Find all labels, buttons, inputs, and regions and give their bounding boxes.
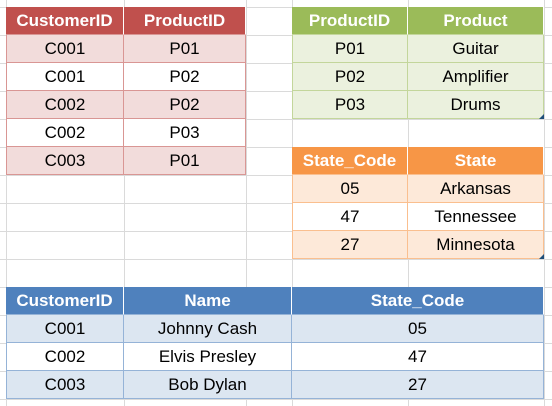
table-cell[interactable]: P01 bbox=[124, 35, 246, 63]
header-cell[interactable]: State_Code bbox=[292, 147, 408, 175]
table-cell[interactable]: C002 bbox=[6, 343, 124, 371]
table-cell[interactable]: P02 bbox=[124, 91, 246, 119]
table-cell[interactable]: P03 bbox=[124, 119, 246, 147]
table-cell[interactable]: Amplifier bbox=[408, 63, 544, 91]
table-cell[interactable]: C003 bbox=[6, 147, 124, 175]
table-resize-handle[interactable] bbox=[539, 114, 544, 119]
header-cell[interactable]: ProductID bbox=[124, 7, 246, 35]
table-cell[interactable]: C001 bbox=[6, 35, 124, 63]
header-cell[interactable]: Name bbox=[124, 287, 292, 315]
header-cell[interactable]: CustomerID bbox=[6, 287, 124, 315]
table-cell[interactable]: 27 bbox=[292, 231, 408, 259]
table-cell[interactable]: C001 bbox=[6, 63, 124, 91]
table-cell[interactable]: 27 bbox=[292, 371, 544, 399]
table-cell[interactable]: Minnesota bbox=[408, 231, 544, 259]
table-cell[interactable]: P03 bbox=[292, 91, 408, 119]
table-cell[interactable]: Bob Dylan bbox=[124, 371, 292, 399]
table-cell[interactable]: C001 bbox=[6, 315, 124, 343]
header-cell[interactable]: ProductID bbox=[292, 7, 408, 35]
table-cell[interactable]: 05 bbox=[292, 175, 408, 203]
table-cell[interactable]: 05 bbox=[292, 315, 544, 343]
products-table: ProductID Product P01 Guitar P02 Amplifi… bbox=[292, 7, 544, 119]
table-cell[interactable]: C002 bbox=[6, 91, 124, 119]
customer-products-table: CustomerID ProductID C001 P01 C001 P02 C… bbox=[6, 7, 246, 175]
table-cell[interactable]: Johnny Cash bbox=[124, 315, 292, 343]
table-cell[interactable]: 47 bbox=[292, 203, 408, 231]
table-resize-handle[interactable] bbox=[539, 254, 544, 259]
table-cell[interactable]: Tennessee bbox=[408, 203, 544, 231]
header-cell[interactable]: State_Code bbox=[292, 287, 544, 315]
table-cell[interactable]: 47 bbox=[292, 343, 544, 371]
header-cell[interactable]: CustomerID bbox=[6, 7, 124, 35]
header-cell[interactable]: State bbox=[408, 147, 544, 175]
table-cell[interactable]: C002 bbox=[6, 119, 124, 147]
table-cell[interactable]: P01 bbox=[124, 147, 246, 175]
table-cell[interactable]: Arkansas bbox=[408, 175, 544, 203]
table-cell[interactable]: P02 bbox=[124, 63, 246, 91]
table-cell[interactable]: Drums bbox=[408, 91, 544, 119]
table-cell[interactable]: P01 bbox=[292, 35, 408, 63]
header-cell[interactable]: Product bbox=[408, 7, 544, 35]
table-cell[interactable]: C003 bbox=[6, 371, 124, 399]
table-cell[interactable]: Guitar bbox=[408, 35, 544, 63]
customers-table: CustomerID Name State_Code C001 Johnny C… bbox=[6, 287, 544, 399]
states-table: State_Code State 05 Arkansas 47 Tennesse… bbox=[292, 147, 544, 259]
table-cell[interactable]: Elvis Presley bbox=[124, 343, 292, 371]
table-cell[interactable]: P02 bbox=[292, 63, 408, 91]
